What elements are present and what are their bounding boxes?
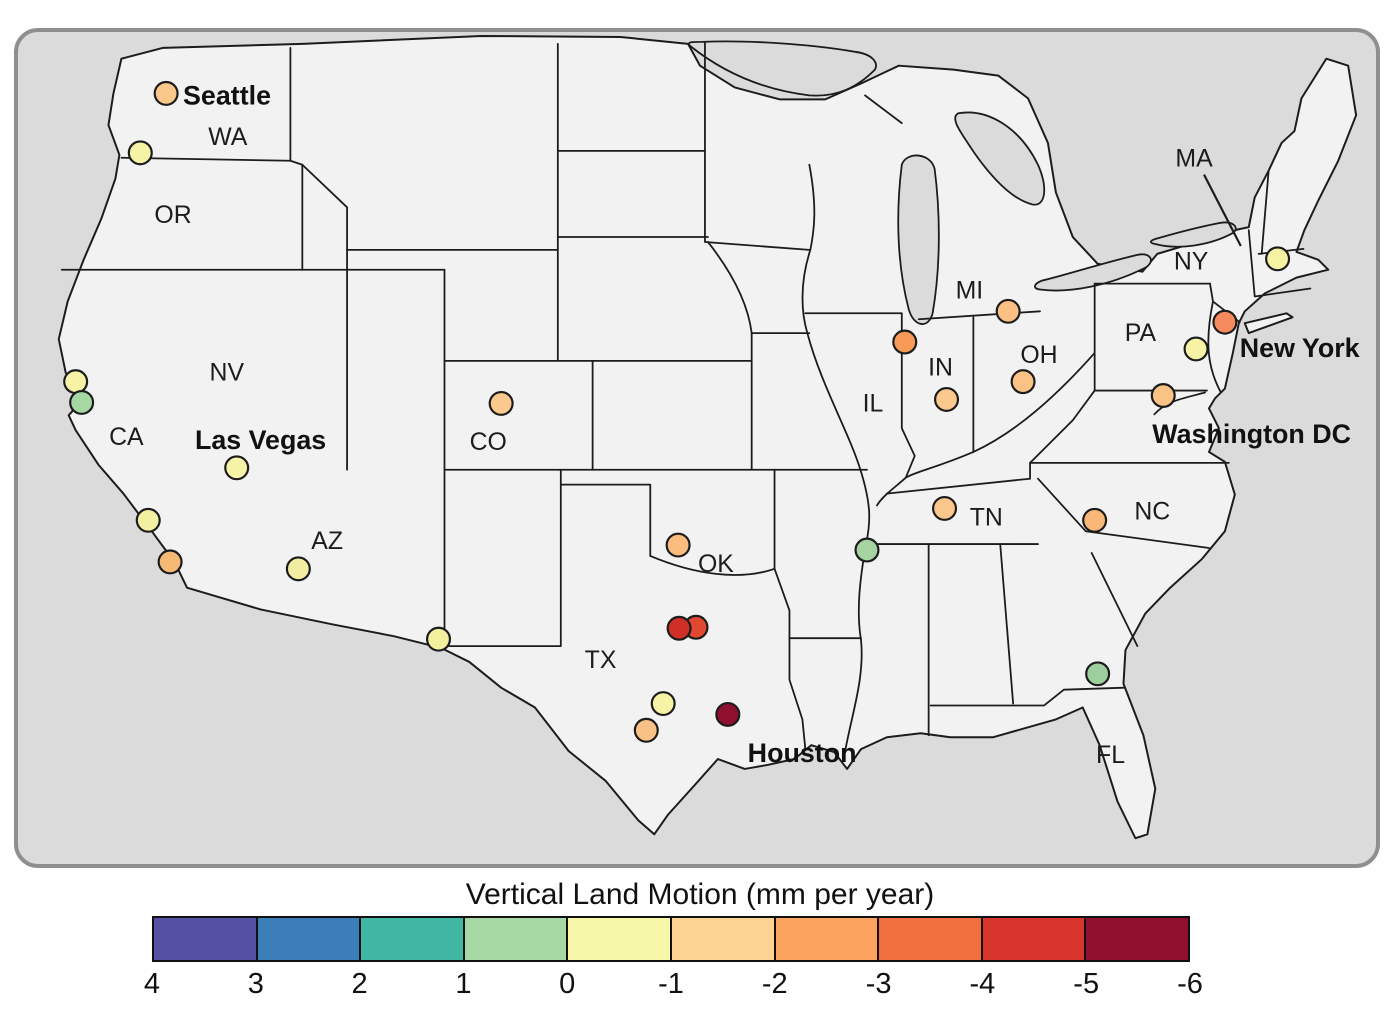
colorbar-segment-0 [154, 918, 256, 960]
state-label-ma: MA [1175, 146, 1213, 173]
city-label-seattle: Seattle [183, 80, 271, 110]
city-point-san-diego [157, 549, 183, 575]
colorbar-segment-5 [669, 918, 774, 960]
state-label-az: AZ [311, 528, 343, 555]
colorbar-tick-labels: 4 3 2 1 0 -1 -2 -3 -4 -5 -6 [144, 968, 1203, 1004]
lake-michigan [897, 154, 940, 325]
colorbar-segment-1 [255, 918, 360, 960]
city-point-boston [1265, 246, 1291, 272]
city-point-ohio [1010, 369, 1036, 395]
state-label-pa: PA [1125, 320, 1157, 347]
city-label-washington-dc: Washington DC [1152, 419, 1351, 449]
city-point-florida [1085, 661, 1111, 687]
colorbar-segment-9 [1084, 918, 1188, 960]
state-label-in: IN [928, 355, 953, 382]
city-point-san-francisco [69, 389, 95, 415]
city-label-las-vegas: Las Vegas [195, 425, 326, 455]
state-label-oh: OH [1020, 342, 1057, 369]
city-point-oklahoma [665, 532, 691, 558]
city-point-north-texas-west [666, 615, 692, 641]
ma-leader-line [1203, 174, 1242, 247]
us-map-svg: WA OR CA NV AZ CO TX OK IL IN MI OH PA NY MA TN NC FL Sea… [57, 34, 1360, 840]
colorbar-tick-1: 1 [455, 968, 472, 1000]
lake-huron [954, 111, 1046, 206]
colorbar-segment-2 [359, 918, 463, 960]
colorbar-tick--3: -3 [865, 968, 892, 1000]
state-label-fl: FL [1096, 742, 1125, 769]
city-point-central-texas [650, 691, 676, 717]
state-label-nv: NV [210, 360, 245, 387]
colorbar-segment-7 [877, 918, 981, 960]
colorbar-tick--6: -6 [1177, 968, 1203, 1000]
city-point-arizona [285, 556, 311, 582]
lake-ontario [1149, 221, 1237, 248]
state-label-mi: MI [956, 277, 984, 304]
city-point-illinois [892, 329, 918, 355]
state-label-ny: NY [1174, 249, 1209, 276]
city-point-los-angeles [135, 507, 161, 533]
city-point-washington-dc [1150, 383, 1176, 408]
us-landmass [57, 34, 1358, 840]
colorbar-segment-3 [462, 918, 567, 960]
colorbar-tick-2: 2 [351, 968, 368, 1000]
colorbar-tick--5: -5 [1073, 968, 1100, 1000]
city-point-houston [715, 701, 741, 727]
colorbar-tick-4: 4 [143, 968, 161, 1000]
city-label-houston: Houston [748, 738, 857, 768]
city-point-colorado [488, 390, 514, 416]
city-labels-layer: Seattle Las Vegas Houston New York Washingto… [183, 80, 1360, 768]
colorbar-tick-3: 3 [247, 968, 264, 1000]
us-map-panel: WA OR CA NV AZ CO TX OK IL IN MI OH PA NY MA TN NC FL Sea… [14, 28, 1380, 868]
state-labels-layer: WA OR CA NV AZ CO TX OK IL IN MI OH PA NY MA TN NC FL [109, 124, 1213, 769]
city-point-seattle [153, 80, 179, 106]
state-label-il: IL [863, 390, 884, 417]
city-point-indiana [934, 386, 960, 412]
city-point-oregon-coast [127, 140, 153, 166]
city-point-new-york [1212, 309, 1238, 335]
city-point-new-jersey [1183, 336, 1209, 362]
colorbar [152, 916, 1190, 962]
colorbar-segment-4 [566, 918, 670, 960]
city-label-new-york: New York [1240, 333, 1360, 363]
city-point-michigan [995, 298, 1021, 324]
state-label-nc: NC [1134, 498, 1170, 525]
city-point-tennessee [932, 495, 958, 521]
city-point-south-texas [633, 717, 659, 743]
long-island [1243, 312, 1294, 335]
city-point-norcal-coast [63, 369, 89, 395]
colorbar-tick--2: -2 [761, 968, 788, 1000]
city-point-las-vegas [224, 455, 250, 481]
colorbar-segment-6 [773, 918, 878, 960]
colorbar-segment-8 [980, 918, 1085, 960]
city-point-north-carolina [1082, 507, 1108, 533]
state-label-wa: WA [208, 124, 248, 151]
state-label-co: CO [470, 429, 507, 456]
colorbar-title: Vertical Land Motion (mm per year) [465, 878, 935, 911]
state-label-or: OR [154, 202, 191, 229]
city-point-memphis [854, 537, 880, 563]
colorbar-tick--4: -4 [969, 968, 996, 1000]
state-label-tx: TX [585, 647, 617, 674]
state-label-ca: CA [109, 424, 144, 451]
state-label-ok: OK [698, 551, 734, 578]
city-points-layer [63, 80, 1291, 743]
colorbar-tick--1: -1 [658, 968, 684, 1000]
state-label-tn: TN [970, 504, 1003, 531]
colorbar-tick-0: 0 [559, 968, 576, 1000]
lake-superior [687, 40, 877, 97]
city-point-el-paso [425, 626, 452, 652]
